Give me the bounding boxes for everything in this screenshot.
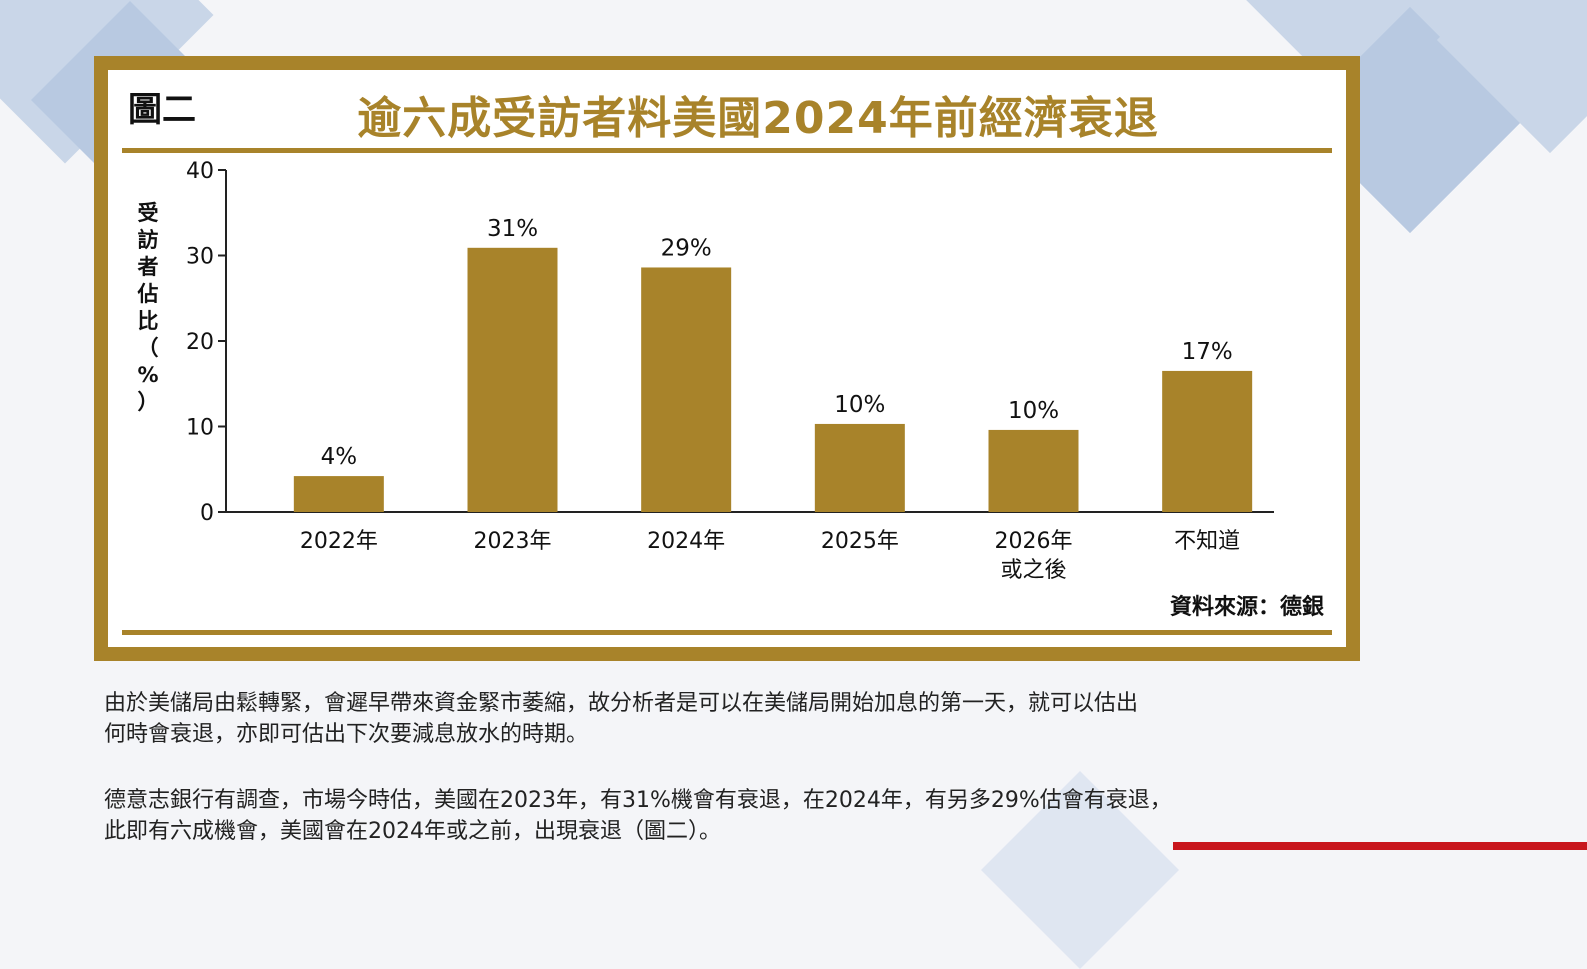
y-tick-label: 30	[186, 245, 214, 270]
data-label: 17%	[1182, 339, 1233, 365]
y-axis-label-char: 者	[138, 255, 159, 279]
data-label: 10%	[1008, 398, 1059, 424]
chart-title: 逾六成受訪者料美國2024年前經濟衰退	[357, 93, 1159, 144]
bar	[293, 476, 384, 512]
title-rule	[122, 148, 1332, 153]
bar	[467, 247, 558, 512]
y-axis-label-char: %	[137, 363, 158, 387]
x-tick-label: 或之後	[1000, 558, 1066, 583]
x-tick-label: 2024年	[647, 529, 725, 554]
y-tick-label: 10	[186, 416, 214, 441]
paragraph-2: 德意志銀行有調查，市場今時估，美國在2023年，有31%機會有衰退，在2024年…	[104, 785, 1384, 847]
x-tick-label: 2025年	[821, 529, 899, 554]
bar	[641, 267, 732, 512]
x-tick-label: 2023年	[474, 529, 552, 554]
figure-frame: 圖二 逾六成受訪者料美國2024年前經濟衰退 0 10 20 30 40 受訪者佔比 （% ）…	[94, 56, 1360, 661]
y-axis-label-char: 受	[138, 201, 159, 225]
y-axis-label-char: ）	[138, 390, 159, 414]
x-tick-label: 2022年	[300, 529, 378, 554]
x-tick-label: 不知道	[1174, 529, 1240, 554]
data-label: 10%	[834, 392, 885, 418]
figure-label: 圖二	[128, 90, 196, 130]
bar	[814, 423, 905, 512]
paragraph-1-line-1: 由於美儲局由鬆轉緊，會遲早帶來資金緊市萎縮，故分析者是可以在美儲局開始加息的第一…	[104, 691, 1139, 716]
paragraph-2-line-2: 此即有六成機會，美國會在2024年或之前，出現衰退（圖二）。	[104, 819, 721, 844]
data-label: 29%	[661, 235, 712, 261]
y-axis-label-char: 訪	[138, 228, 159, 252]
red-banner-edge	[1173, 842, 1587, 850]
y-tick-label: 20	[186, 330, 214, 355]
paragraph-1: 由於美儲局由鬆轉緊，會遲早帶來資金緊市萎縮，故分析者是可以在美儲局開始加息的第一…	[104, 688, 1384, 750]
data-label: 31%	[487, 216, 538, 242]
y-tick-label: 40	[186, 159, 214, 184]
figure-panel: 圖二 逾六成受訪者料美國2024年前經濟衰退 0 10 20 30 40 受訪者佔比 （% ）…	[108, 70, 1346, 647]
paragraph-1-line-2: 何時會衰退，亦即可估出下次要減息放水的時期。	[104, 722, 589, 747]
bar	[1162, 370, 1253, 512]
bottom-rule	[122, 630, 1332, 635]
y-axis-label-char: 佔	[137, 282, 159, 306]
data-label: 4%	[321, 444, 358, 470]
y-axis-label-char: （	[138, 336, 159, 360]
x-tick-label: 2026年	[995, 529, 1073, 554]
y-axis-label-char: 比	[138, 309, 159, 333]
source-note: 資料來源：德銀	[1169, 595, 1324, 620]
y-tick-label: 0	[200, 501, 214, 526]
bar	[988, 429, 1079, 512]
paragraph-2-line-1: 德意志銀行有調查，市場今時估，美國在2023年，有31%機會有衰退，在2024年…	[104, 788, 1172, 813]
